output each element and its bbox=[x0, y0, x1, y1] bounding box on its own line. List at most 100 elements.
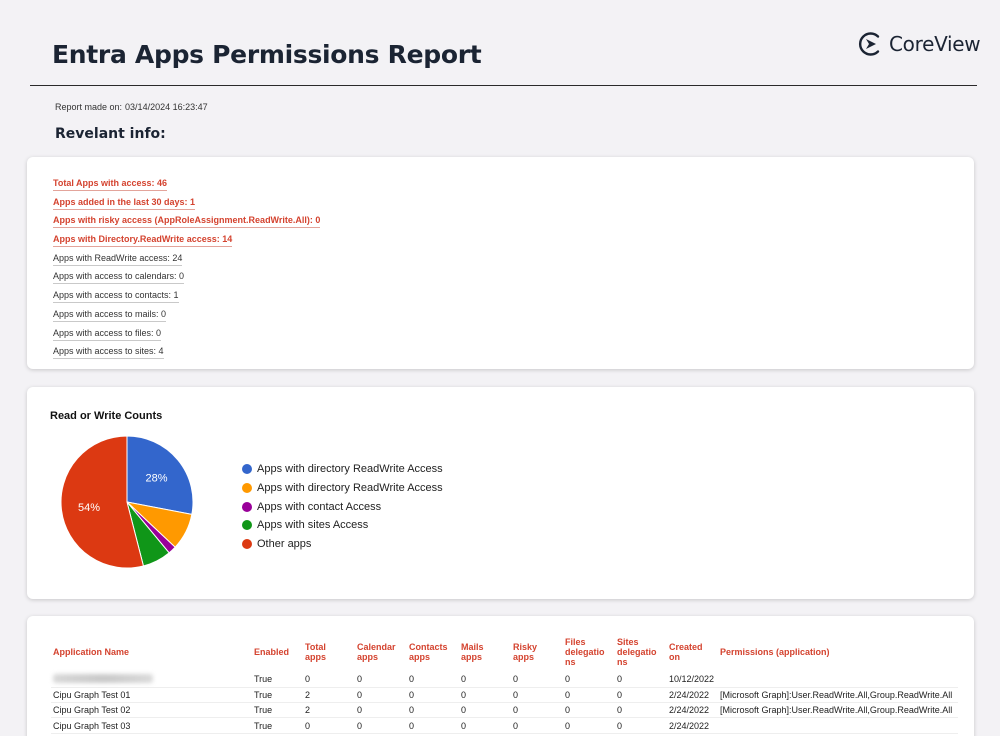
table-cell: True bbox=[252, 687, 303, 704]
legend-item[interactable]: Other apps bbox=[242, 535, 443, 554]
table-cell bbox=[718, 672, 958, 688]
table-cell: 0 bbox=[563, 672, 615, 688]
table-cell: 0 bbox=[355, 672, 407, 688]
pie-slice-label: 54% bbox=[78, 502, 100, 514]
info-link[interactable]: Apps with access to mails: 0 bbox=[53, 308, 167, 322]
legend-label: Other apps bbox=[257, 538, 312, 551]
info-row: Apps with access to files: 0 bbox=[53, 323, 320, 342]
table-cell: 0 bbox=[563, 687, 615, 704]
logo-text: CoreView bbox=[889, 32, 981, 56]
table-cell: 0 bbox=[615, 672, 667, 688]
table-cell: 0 bbox=[303, 672, 355, 688]
legend-label: Apps with sites Access bbox=[257, 519, 369, 532]
coreview-logo: CoreView bbox=[858, 30, 981, 58]
column-header[interactable]: Enabled bbox=[254, 647, 290, 657]
table-cell: 0 bbox=[459, 702, 511, 719]
table-cell: 0 bbox=[303, 717, 355, 734]
info-link[interactable]: Apps with access to contacts: 1 bbox=[53, 289, 179, 304]
table-cell: 0 bbox=[511, 717, 563, 734]
info-link[interactable]: Apps with access to files: 0 bbox=[53, 327, 162, 341]
column-header[interactable]: Mails apps bbox=[461, 642, 484, 662]
app-name-cell bbox=[51, 672, 252, 688]
table-cell: 0 bbox=[563, 702, 615, 719]
info-row: Apps with access to calendars: 0 bbox=[53, 266, 320, 285]
table-row[interactable]: Cipu Graph Test 02 True 2 0 0 0 0 0 0 2/24/2022 [M… bbox=[51, 702, 958, 719]
table-cell: 0 bbox=[511, 687, 563, 704]
table-row[interactable]: Cipu Graph Test 03 True 0 0 0 0 0 0 0 2/24/2022 bbox=[51, 717, 958, 734]
pie-slice[interactable] bbox=[60, 435, 145, 569]
legend-item[interactable]: Apps with directory ReadWrite Access bbox=[242, 479, 443, 498]
info-row: Apps with access to contacts: 1 bbox=[53, 285, 320, 304]
column-header[interactable]: Calendar apps bbox=[357, 642, 396, 662]
table-cell: True bbox=[252, 717, 303, 734]
info-link[interactable]: Total Apps with access: 46 bbox=[53, 177, 168, 191]
legend-dot-icon bbox=[242, 483, 252, 494]
info-row: Apps with access to mails: 0 bbox=[53, 304, 320, 323]
table-row[interactable]: Cipu Graph Test 01 True 2 0 0 0 0 0 0 2/24/2022 [M… bbox=[51, 687, 958, 704]
info-row: Apps with Directory.ReadWrite access: 14 bbox=[53, 229, 320, 248]
header-divider bbox=[30, 85, 977, 86]
report-date: Report made on: 03/14/2024 16:23:47 bbox=[55, 102, 208, 112]
info-link[interactable]: Apps with access to calendars: 0 bbox=[53, 270, 185, 285]
info-row: Total Apps with access: 46 bbox=[53, 173, 320, 192]
table-cell: 2 bbox=[303, 687, 355, 704]
table-cell: 0 bbox=[407, 687, 459, 704]
pie-slice-label: 28% bbox=[145, 473, 167, 485]
table-cell: 0 bbox=[459, 687, 511, 704]
app-name-cell: Cipu Graph Test 03 bbox=[51, 717, 252, 734]
info-link[interactable]: Apps with Directory.ReadWrite access: 14 bbox=[53, 233, 233, 248]
table-cell: 0 bbox=[407, 702, 459, 719]
table-cell: 0 bbox=[459, 717, 511, 734]
legend-label: Apps with directory ReadWrite Access bbox=[257, 482, 443, 495]
info-row: Apps with risky access (AppRoleAssignmen… bbox=[53, 210, 321, 229]
column-header[interactable]: Created on bbox=[669, 642, 703, 662]
column-header[interactable]: Sites delegatio ns bbox=[617, 637, 657, 667]
legend-item[interactable]: Apps with sites Access bbox=[242, 516, 443, 535]
table-row[interactable]: True 0 0 0 0 0 0 0 10/12/2022 bbox=[51, 672, 958, 688]
column-header[interactable]: Permissions (application) bbox=[720, 647, 830, 657]
table-cell: 10/12/2022 bbox=[667, 672, 718, 688]
info-link[interactable]: Apps with risky access (AppRoleAssignmen… bbox=[53, 214, 321, 229]
column-header[interactable]: Total apps bbox=[305, 642, 327, 662]
chart-legend: Apps with directory ReadWrite Access Apps… bbox=[242, 460, 443, 553]
table-cell: 0 bbox=[563, 717, 615, 734]
legend-item[interactable]: Apps with directory ReadWrite Access bbox=[242, 460, 443, 479]
info-link[interactable]: Apps with ReadWrite access: 24 bbox=[53, 252, 183, 266]
column-header[interactable]: Files delegatio ns bbox=[565, 637, 605, 667]
legend-item[interactable]: Apps with contact Access bbox=[242, 497, 443, 516]
page-title: Entra Apps Permissions Report bbox=[52, 40, 482, 69]
table-cell: 2 bbox=[303, 702, 355, 719]
legend-label: Apps with contact Access bbox=[257, 500, 382, 513]
table-cell: 0 bbox=[355, 717, 407, 734]
info-link[interactable]: Apps added in the last 30 days: 1 bbox=[53, 196, 196, 210]
pie-slice[interactable] bbox=[126, 435, 194, 515]
table-cell: True bbox=[252, 672, 303, 688]
report-date-value: 03/14/2024 16:23:47 bbox=[125, 102, 208, 112]
info-row: Apps with ReadWrite access: 24 bbox=[53, 248, 320, 267]
column-header[interactable]: Risky apps bbox=[513, 642, 538, 662]
legend-dot-icon bbox=[242, 464, 252, 475]
table-cell: 0 bbox=[615, 702, 667, 719]
legend-label: Apps with directory ReadWrite Access bbox=[257, 463, 443, 476]
table-cell: 0 bbox=[511, 702, 563, 719]
column-header[interactable]: Application Name bbox=[53, 647, 130, 657]
table-cell: 0 bbox=[355, 687, 407, 704]
table-card: Application Name Enabled Total apps Calendar… bbox=[27, 616, 974, 736]
table-cell: [Microsoft Graph]:User.ReadWrite.All,Gro… bbox=[718, 702, 958, 719]
app-name-cell: Cipu Graph Test 02 bbox=[51, 702, 252, 719]
table-cell: 2/24/2022 bbox=[667, 717, 718, 734]
pie-chart: 28% 54% bbox=[60, 435, 194, 569]
column-header[interactable]: Contacts apps bbox=[409, 642, 448, 662]
table-cell: 0 bbox=[511, 672, 563, 688]
table-cell: 0 bbox=[407, 717, 459, 734]
info-row: Apps with access to sites: 4 bbox=[53, 341, 320, 360]
table-cell: True bbox=[252, 702, 303, 719]
table-cell: 0 bbox=[615, 717, 667, 734]
info-link[interactable]: Apps with access to sites: 4 bbox=[53, 345, 164, 360]
section-subtitle: Revelant info: bbox=[55, 126, 166, 142]
apps-table: Application Name Enabled Total apps Calendar… bbox=[51, 632, 958, 734]
legend-dot-icon bbox=[242, 520, 252, 531]
table-cell: 0 bbox=[615, 687, 667, 704]
table-cell: 0 bbox=[459, 672, 511, 688]
table-cell: 2/24/2022 bbox=[667, 687, 718, 704]
